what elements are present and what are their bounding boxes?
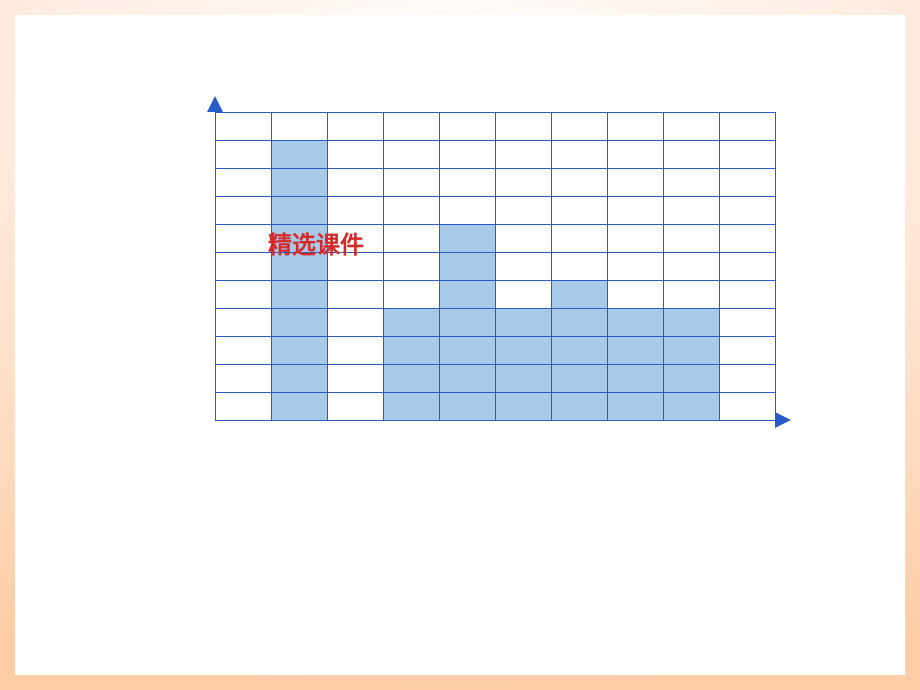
gridline-horizontal (215, 392, 775, 393)
gridline-horizontal (215, 168, 775, 169)
bar-chart (215, 112, 775, 420)
gridline-horizontal (215, 280, 775, 281)
gridline-horizontal (215, 364, 775, 365)
gridline-horizontal (215, 112, 775, 113)
gridline-vertical (775, 112, 776, 420)
gridline-vertical (215, 112, 216, 420)
gridline-vertical (551, 112, 552, 420)
gridline-horizontal (215, 140, 775, 141)
gridline-vertical (439, 112, 440, 420)
gridline-horizontal (215, 420, 775, 421)
gridline-vertical (495, 112, 496, 420)
gridline-vertical (383, 112, 384, 420)
gridline-vertical (327, 112, 328, 420)
watermark-text: 精选课件 (268, 225, 364, 260)
gridline-vertical (719, 112, 720, 420)
gridline-vertical (663, 112, 664, 420)
gridline-horizontal (215, 196, 775, 197)
gridline-vertical (271, 112, 272, 420)
gridline-horizontal (215, 336, 775, 337)
gridline-vertical (607, 112, 608, 420)
chart-grid (215, 112, 775, 420)
x-axis-arrow-icon (775, 412, 791, 428)
y-axis-arrow-icon (207, 96, 223, 112)
gridline-horizontal (215, 308, 775, 309)
